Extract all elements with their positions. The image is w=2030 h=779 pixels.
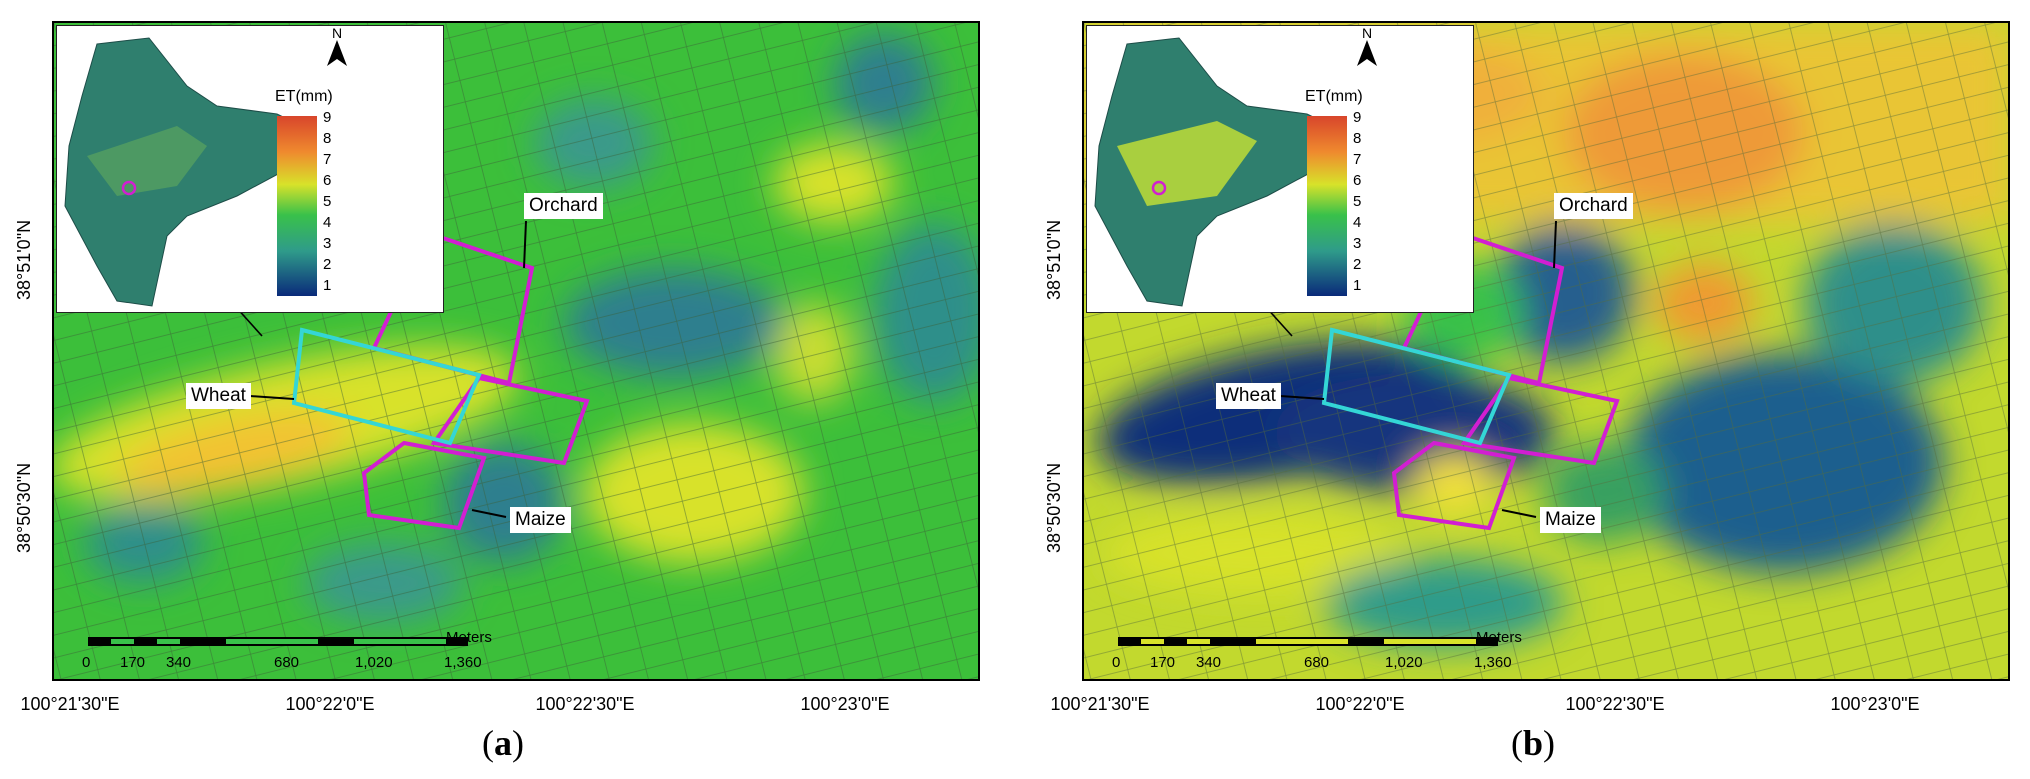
maize-arrow <box>471 509 507 518</box>
orchard-label: Orchard <box>1554 193 1633 219</box>
map-panel-b: N ET(mm) 9 8 7 6 5 4 3 2 1 Orchard Wheat… <box>1030 0 2030 779</box>
legend-tick: 6 <box>1353 172 1362 189</box>
longitude-tick: 100°22'30"E <box>1565 694 1665 714</box>
legend-tick: 9 <box>323 109 332 126</box>
wheat-roi <box>1321 327 1512 446</box>
legend-tick: 3 <box>1353 235 1362 252</box>
scale-tick: 170 <box>1150 654 1176 671</box>
scale-unit: Meters <box>1476 629 1522 646</box>
legend-ramp <box>1307 116 1347 296</box>
maize-roi <box>1391 440 1517 531</box>
scale-tick: 680 <box>274 654 300 671</box>
longitude-tick: 100°22'0"E <box>1315 694 1405 714</box>
legend-tick: 1 <box>1353 277 1362 294</box>
legend-tick: 5 <box>323 193 332 210</box>
north-arrow-icon <box>1357 40 1377 66</box>
orchard-label: Orchard <box>524 193 603 219</box>
scale-tick: 1,020 <box>355 654 393 671</box>
latitude-tick: 38°51'0"N <box>14 219 34 300</box>
legend-tick: 1 <box>323 277 332 294</box>
scale-tick: 340 <box>1196 654 1222 671</box>
orchard-roi-lower <box>430 375 590 466</box>
legend-tick: 2 <box>323 256 332 273</box>
north-label: N <box>1362 25 1373 41</box>
panel-caption-b: (b) <box>1510 723 1556 763</box>
legend-tick: 4 <box>1353 214 1362 231</box>
north-label: N <box>332 25 343 41</box>
legend-title: ET(mm) <box>1305 88 1363 105</box>
map-frame-a: N ET(mm) 9 8 7 6 5 4 3 2 1 Orchard Wheat… <box>52 21 980 681</box>
scale-tick: 680 <box>1304 654 1330 671</box>
legend-tick: 7 <box>1353 151 1362 168</box>
locator-inset: N ET(mm) 9 8 7 6 5 4 3 2 1 <box>1086 25 1474 313</box>
scale-tick: 1,360 <box>444 654 482 671</box>
scale-tick: 1,360 <box>1474 654 1512 671</box>
legend-tick: 4 <box>323 214 332 231</box>
scale-bar <box>1118 637 1498 646</box>
locator-map <box>64 37 347 307</box>
scale-tick: 340 <box>166 654 192 671</box>
legend-title: ET(mm) <box>275 88 333 105</box>
panel-caption-a: (a) <box>482 723 524 763</box>
longitude-tick: 100°22'30"E <box>535 694 635 714</box>
map-panel-a: N ET(mm) 9 8 7 6 5 4 3 2 1 Orchard Wheat… <box>0 0 1000 779</box>
scale-tick: 1,020 <box>1385 654 1423 671</box>
legend-tick: 3 <box>323 235 332 252</box>
map-frame-b: N ET(mm) 9 8 7 6 5 4 3 2 1 Orchard Wheat… <box>1082 21 2010 681</box>
wheat-roi <box>291 327 482 446</box>
wheat-label: Wheat <box>186 383 251 409</box>
scale-tick: 170 <box>120 654 146 671</box>
scale-unit: Meters <box>446 629 492 646</box>
longitude-tick: 100°23'0"E <box>1830 694 1920 714</box>
wheat-arrow <box>1279 395 1325 400</box>
locator-inset: N ET(mm) 9 8 7 6 5 4 3 2 1 <box>56 25 444 313</box>
maize-label: Maize <box>510 507 571 533</box>
latitude-tick: 38°51'0"N <box>1044 219 1064 300</box>
latitude-tick: 38°50'30"N <box>14 462 34 553</box>
longitude-tick: 100°21'30"E <box>20 694 120 714</box>
longitude-tick: 100°21'30"E <box>1050 694 1150 714</box>
wheat-arrow <box>249 395 295 400</box>
orchard-arrow <box>1553 220 1557 269</box>
study-area-marker <box>121 180 137 196</box>
wheat-label: Wheat <box>1216 383 1281 409</box>
legend-tick: 9 <box>1353 109 1362 126</box>
legend-tick: 6 <box>323 172 332 189</box>
locator-map <box>1094 37 1377 307</box>
maize-arrow <box>1501 509 1537 518</box>
scale-tick: 0 <box>82 654 91 671</box>
orchard-roi-lower <box>1460 375 1620 466</box>
legend-ramp <box>277 116 317 296</box>
longitude-tick: 100°23'0"E <box>800 694 890 714</box>
longitude-tick: 100°22'0"E <box>285 694 375 714</box>
scale-bar <box>88 637 468 646</box>
legend-tick: 7 <box>323 151 332 168</box>
study-area-marker <box>1151 180 1167 196</box>
legend-tick: 2 <box>1353 256 1362 273</box>
scale-tick: 0 <box>1112 654 1121 671</box>
latitude-tick: 38°50'30"N <box>1044 462 1064 553</box>
orchard-arrow <box>523 220 527 269</box>
legend-tick: 5 <box>1353 193 1362 210</box>
legend-tick: 8 <box>323 130 332 147</box>
maize-label: Maize <box>1540 507 1601 533</box>
maize-roi <box>361 440 487 531</box>
north-arrow-icon <box>327 40 347 66</box>
legend-tick: 8 <box>1353 130 1362 147</box>
